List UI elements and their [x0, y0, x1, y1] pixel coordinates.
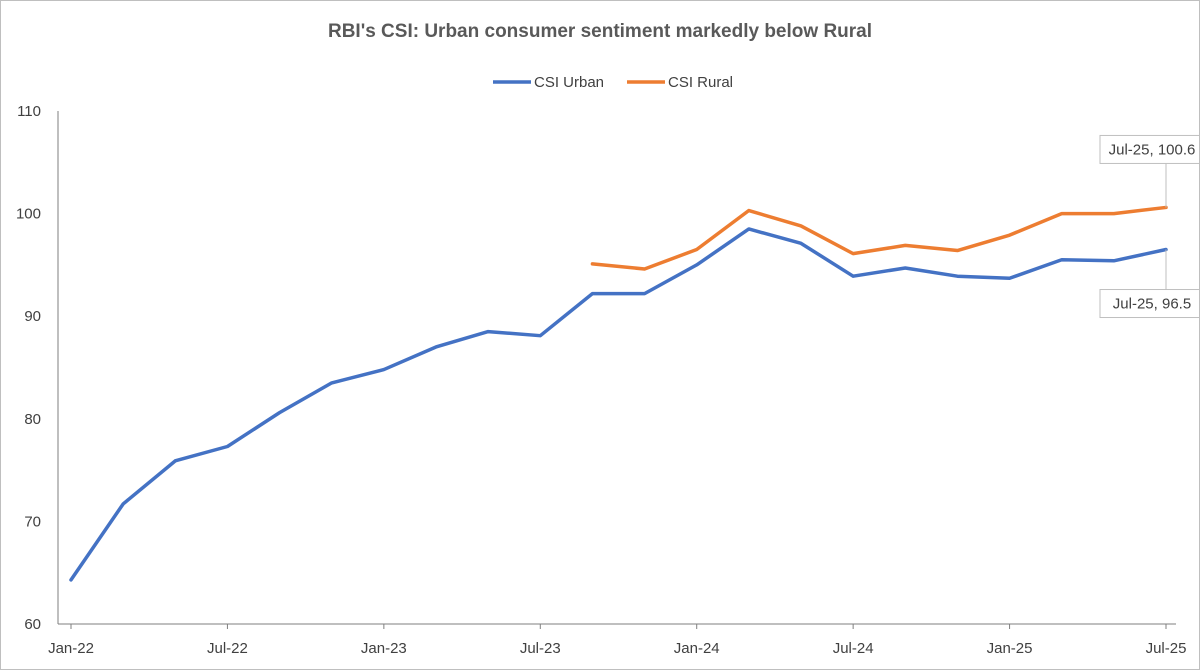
y-axis-ticks: 60 70 80 90 100 110	[16, 103, 41, 633]
x-tick-label: Jul-24	[833, 640, 874, 657]
y-tick-label: 60	[24, 616, 41, 633]
series-line-csi-urban	[69, 227, 1168, 582]
chart-title: RBI's CSI: Urban consumer sentiment mark…	[328, 21, 872, 42]
legend-label-rural: CSI Rural	[668, 74, 733, 91]
legend: CSI Urban CSI Rural	[493, 74, 733, 91]
legend-label-urban: CSI Urban	[534, 74, 604, 91]
series-lines	[69, 205, 1168, 582]
callout-label: Jul-25, 100.6	[1109, 141, 1196, 158]
y-tick-label: 90	[24, 308, 41, 325]
x-tick-label: Jul-25	[1146, 640, 1187, 657]
callout-box	[1099, 134, 1199, 164]
callout-label: Jul-25, 96.5	[1113, 296, 1191, 313]
data-callouts: Jul-25, 100.6 Jul-25, 96.5	[1099, 134, 1199, 319]
x-tick-label: Jan-25	[987, 640, 1033, 657]
x-axis-ticks: Jan-22 Jul-22 Jan-23 Jul-23 Jan-24 Jul-24 Jan-…	[48, 624, 1186, 657]
series-line-csi-rural	[590, 205, 1168, 271]
x-tick-label: Jan-23	[361, 640, 407, 657]
y-tick-label: 80	[24, 411, 41, 428]
x-tick-label: Jul-22	[207, 640, 248, 657]
x-tick-label: Jan-22	[48, 640, 94, 657]
x-tick-label: Jan-24	[674, 640, 720, 657]
y-tick-label: 110	[17, 103, 41, 120]
callout-box	[1099, 289, 1199, 319]
x-tick-label: Jul-23	[520, 640, 561, 657]
y-tick-label: 100	[16, 206, 41, 223]
y-tick-label: 70	[24, 513, 41, 530]
